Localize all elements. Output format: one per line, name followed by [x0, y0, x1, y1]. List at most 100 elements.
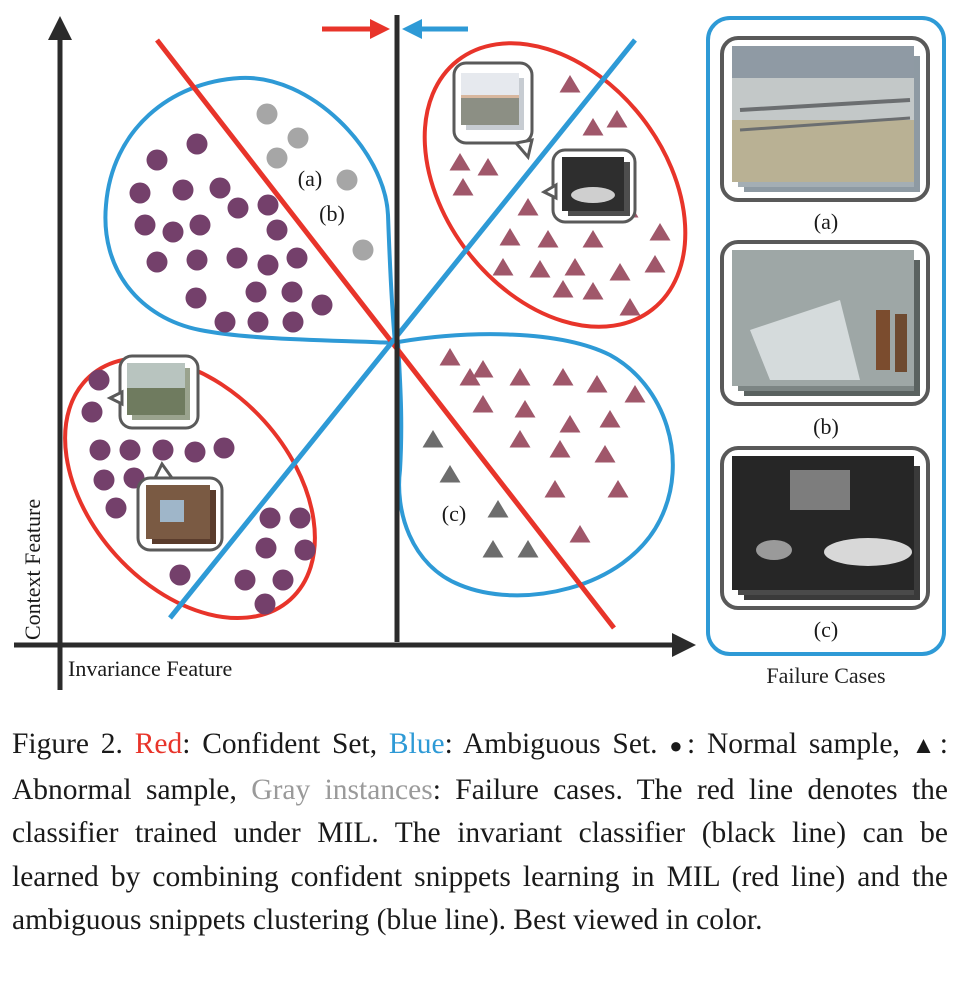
- blue-clustering-line: [168, 38, 637, 620]
- sample-triangle: [552, 280, 574, 298]
- sample-triangle: [619, 298, 641, 316]
- sample-triangle: [439, 348, 461, 366]
- bubble-thumbnail-bottom-left-1: [106, 354, 200, 430]
- abnormal-samples: [439, 75, 671, 543]
- failure-thumbnail-b: [720, 240, 930, 406]
- failure-label-c: (c): [813, 617, 839, 642]
- caption-after-blue: : Ambiguous Set.: [444, 728, 658, 760]
- caption-after-gray: : Failure cases.: [432, 773, 623, 806]
- annotation-c: (c): [441, 501, 467, 526]
- failure-thumbnail-c: [720, 446, 930, 610]
- sample-circle: [352, 239, 374, 261]
- sample-circle: [245, 281, 267, 303]
- sample-circle: [294, 539, 316, 561]
- sample-circle: [336, 169, 358, 191]
- sample-circle: [119, 439, 141, 461]
- sample-triangle: [607, 480, 629, 498]
- sample-triangle: [559, 75, 581, 93]
- failure-cases-panel: [706, 16, 946, 656]
- sample-circle: [152, 439, 174, 461]
- blue-ambiguous-set-bottom-right: [395, 332, 675, 598]
- sample-circle: [146, 251, 168, 273]
- sample-circle: [186, 133, 208, 155]
- blue-ambiguous-set-top-left: [103, 75, 398, 346]
- sample-circle: [311, 294, 333, 316]
- sample-triangle: [422, 430, 444, 448]
- sample-circle: [129, 182, 151, 204]
- sample-circle: [169, 564, 191, 586]
- sample-triangle: [552, 368, 574, 386]
- sample-triangle: [644, 255, 666, 273]
- sample-circle: [227, 197, 249, 219]
- sample-circle: [282, 311, 304, 333]
- sample-circle: [289, 507, 311, 529]
- sample-circle: [257, 194, 279, 216]
- normal-samples: [81, 133, 333, 615]
- sample-circle: [214, 311, 236, 333]
- sample-circle: [259, 507, 281, 529]
- sample-triangle: [582, 230, 604, 248]
- sample-triangle: [586, 375, 608, 393]
- sample-circle: [172, 179, 194, 201]
- sample-triangle: [582, 118, 604, 136]
- sample-circle: [162, 221, 184, 243]
- sample-circle: [213, 437, 235, 459]
- annotation-a: (a): [297, 166, 323, 191]
- sample-circle: [255, 537, 277, 559]
- sample-circle: [266, 219, 288, 241]
- sample-circle: [146, 149, 168, 171]
- sample-triangle: [609, 263, 631, 281]
- sample-triangle: [549, 440, 571, 458]
- caption-body: The red line denotes the classifier trai…: [12, 773, 949, 937]
- caption-after-triangle: : Abnormal sample,: [12, 728, 948, 806]
- sample-triangle: [537, 230, 559, 248]
- blue-arrowhead: [402, 19, 422, 39]
- sample-circle: [254, 593, 276, 615]
- caption-after-red: : Confident Set,: [182, 728, 378, 760]
- failure-label-b: (b): [813, 414, 839, 439]
- sample-circle: [281, 281, 303, 303]
- sample-triangle: [472, 395, 494, 413]
- sample-circle: [266, 147, 288, 169]
- caption-blue-word: Blue: [388, 728, 445, 760]
- sample-triangle: [487, 500, 509, 518]
- sample-circle: [272, 569, 294, 591]
- sample-triangle: [606, 110, 628, 128]
- sample-triangle: [477, 158, 499, 176]
- red-confident-set-top-right: [422, 41, 688, 329]
- failure-abnormal-samples: [422, 430, 539, 558]
- caption-circle-glyph: ●: [669, 733, 687, 758]
- sample-circle: [189, 214, 211, 236]
- y-axis-label: Context Feature: [20, 498, 45, 640]
- sample-circle: [89, 439, 111, 461]
- failure-cases-title: Failure Cases: [766, 663, 886, 688]
- sample-triangle: [517, 540, 539, 558]
- sample-triangle: [509, 430, 531, 448]
- sample-circle: [184, 441, 206, 463]
- sample-circle: [257, 254, 279, 276]
- figure-caption: Figure 2. Red: Confident Set, Blue: Ambi…: [12, 723, 948, 943]
- sample-circle: [81, 401, 103, 423]
- sample-triangle: [594, 445, 616, 463]
- caption-triangle-glyph: ▲: [911, 733, 940, 759]
- sample-circle: [287, 127, 309, 149]
- sample-triangle: [599, 410, 621, 428]
- sample-circle: [247, 311, 269, 333]
- sample-circle: [105, 497, 127, 519]
- sample-circle: [209, 177, 231, 199]
- sample-circle: [234, 569, 256, 591]
- caption-red-word: Red: [134, 728, 183, 760]
- y-axis-arrowhead: [48, 16, 72, 40]
- x-axis-arrowhead: [672, 633, 696, 657]
- sample-triangle: [499, 228, 521, 246]
- caption-prefix: Figure 2.: [12, 728, 123, 760]
- sample-triangle: [449, 153, 471, 171]
- scatter-diagram: [14, 15, 946, 690]
- sample-circle: [93, 469, 115, 491]
- sample-triangle: [649, 223, 671, 241]
- sample-triangle: [452, 178, 474, 196]
- sample-triangle: [482, 540, 504, 558]
- annotation-b: (b): [319, 201, 345, 226]
- sample-triangle: [492, 258, 514, 276]
- sample-triangle: [624, 385, 646, 403]
